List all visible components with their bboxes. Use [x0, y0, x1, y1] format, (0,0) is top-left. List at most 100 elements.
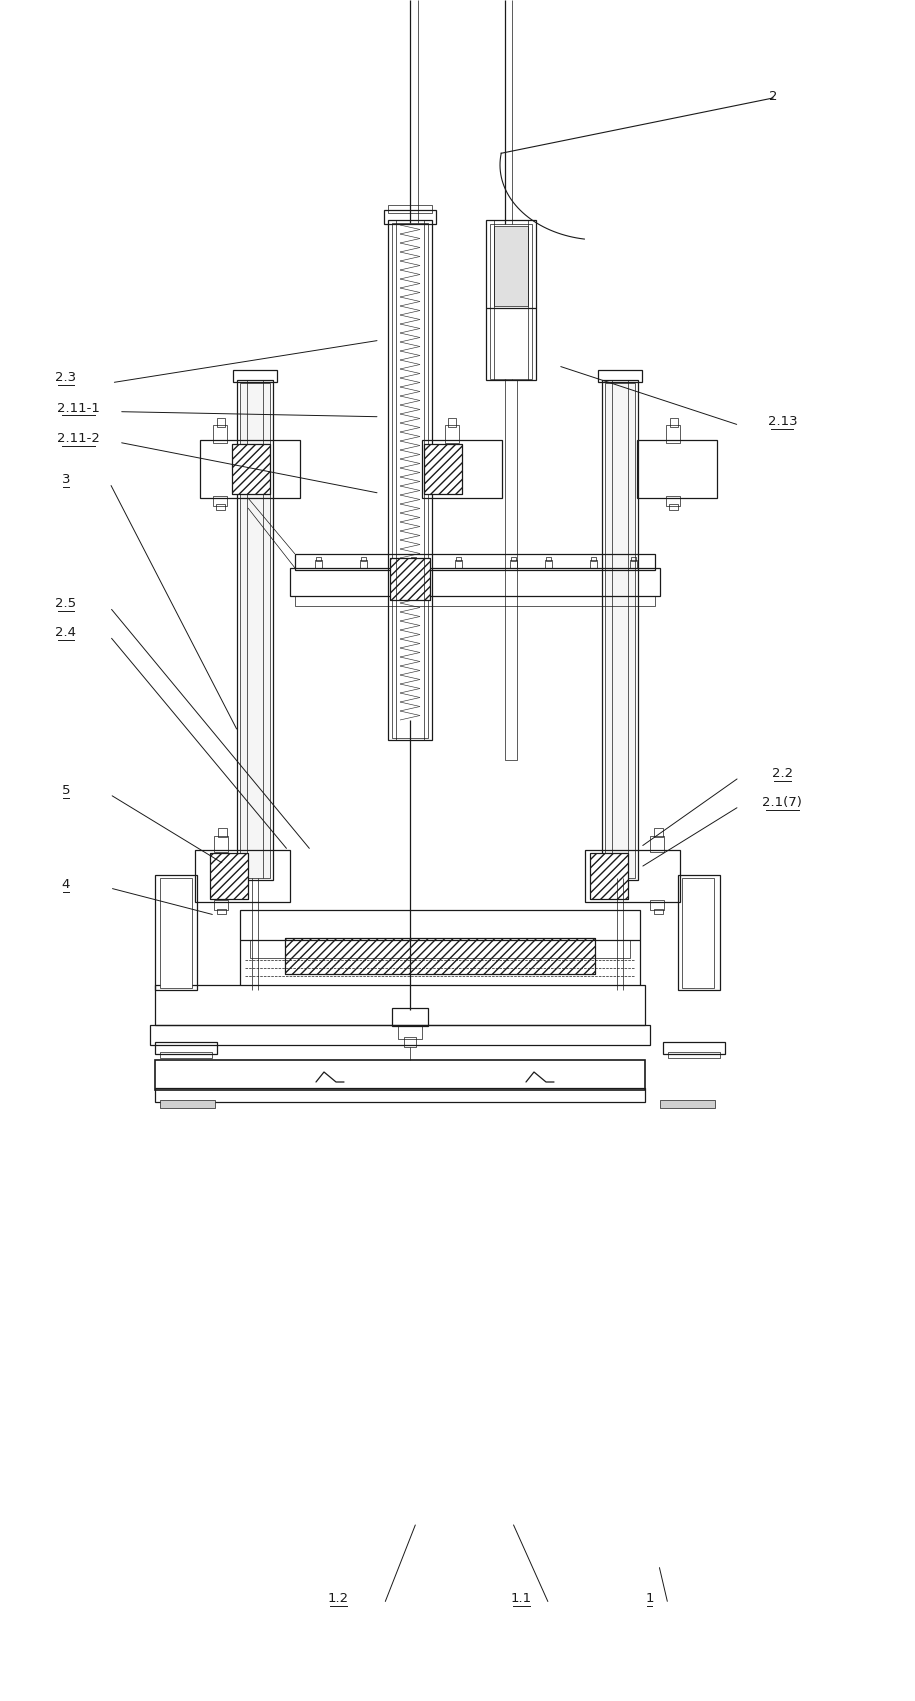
Bar — [591, 556, 596, 561]
Bar — [585, 850, 680, 902]
Bar — [250, 941, 630, 958]
Bar — [631, 556, 636, 561]
Bar — [456, 556, 461, 561]
Bar — [411, 556, 416, 561]
Bar — [155, 985, 645, 1026]
Bar — [200, 441, 300, 498]
Bar — [210, 852, 248, 900]
Bar — [285, 937, 595, 975]
Bar — [285, 937, 595, 975]
Bar — [384, 209, 436, 225]
Bar — [682, 878, 714, 988]
Text: 3: 3 — [61, 473, 70, 486]
Text: 2.2: 2.2 — [771, 767, 793, 781]
Bar — [510, 560, 517, 568]
Bar — [316, 556, 321, 561]
Bar — [392, 1009, 428, 1026]
Bar — [545, 560, 552, 568]
Bar — [590, 852, 628, 900]
Bar — [637, 441, 717, 498]
Bar — [295, 555, 655, 570]
Bar — [448, 418, 456, 427]
Bar — [455, 560, 462, 568]
Text: 2.13: 2.13 — [768, 415, 797, 429]
Bar — [213, 497, 227, 505]
Bar — [210, 852, 248, 900]
Bar — [546, 556, 551, 561]
Bar — [590, 560, 597, 568]
Text: 2.4: 2.4 — [56, 626, 76, 640]
Bar — [213, 425, 227, 442]
Bar — [660, 1101, 715, 1107]
Bar — [160, 1051, 212, 1058]
Bar — [424, 444, 462, 493]
Bar — [155, 1089, 645, 1102]
Bar — [424, 444, 462, 493]
Bar — [217, 908, 226, 913]
Bar — [232, 444, 270, 493]
Bar — [486, 219, 536, 379]
Bar — [650, 900, 664, 910]
Bar — [666, 425, 680, 442]
Text: 2.3: 2.3 — [55, 371, 77, 384]
Bar — [445, 425, 459, 442]
Text: 4: 4 — [61, 878, 70, 891]
Bar — [598, 371, 642, 383]
Bar — [216, 503, 225, 510]
Bar — [392, 223, 428, 738]
Bar — [590, 852, 628, 900]
Bar — [663, 1043, 725, 1055]
Bar — [388, 219, 432, 740]
Text: 2.5: 2.5 — [55, 597, 77, 611]
Bar — [295, 595, 655, 606]
Bar — [605, 383, 635, 878]
Bar — [237, 379, 273, 879]
Bar — [404, 1038, 416, 1048]
Bar — [678, 874, 720, 990]
Bar — [232, 444, 270, 493]
Bar — [670, 418, 678, 427]
Bar — [214, 835, 228, 852]
Bar — [360, 560, 367, 568]
Bar — [650, 835, 664, 852]
Bar — [155, 874, 197, 990]
Text: 1.1: 1.1 — [511, 1592, 533, 1606]
Bar — [195, 850, 290, 902]
Bar — [315, 560, 322, 568]
Text: 1.2: 1.2 — [328, 1592, 350, 1606]
Bar — [602, 379, 638, 879]
Bar — [160, 878, 192, 988]
Bar — [155, 1043, 217, 1055]
Text: 2.11-1: 2.11-1 — [58, 401, 100, 415]
Text: 1: 1 — [645, 1592, 654, 1606]
Text: 5: 5 — [61, 784, 70, 798]
Bar — [390, 558, 430, 600]
Bar — [390, 558, 430, 600]
Bar — [233, 371, 277, 383]
Bar — [155, 1060, 645, 1090]
Bar — [654, 908, 663, 913]
Bar — [150, 1026, 650, 1044]
Bar — [160, 1101, 215, 1107]
Bar — [410, 560, 417, 568]
Bar — [217, 418, 225, 427]
Bar — [505, 379, 517, 760]
Text: 2.1(7): 2.1(7) — [762, 796, 802, 810]
Bar — [654, 828, 663, 837]
Circle shape — [412, 468, 416, 471]
Text: 2: 2 — [769, 90, 778, 104]
Bar — [388, 206, 432, 213]
Bar — [398, 1026, 422, 1039]
Bar — [669, 503, 678, 510]
Text: 2.11-2: 2.11-2 — [58, 432, 100, 446]
Bar — [422, 441, 502, 498]
Bar — [494, 226, 528, 306]
Bar — [668, 1051, 720, 1058]
Bar — [218, 828, 227, 837]
Bar — [240, 910, 640, 941]
Bar — [666, 497, 680, 505]
Bar — [361, 556, 366, 561]
Bar — [511, 556, 516, 561]
Bar — [290, 568, 660, 595]
Bar — [630, 560, 637, 568]
